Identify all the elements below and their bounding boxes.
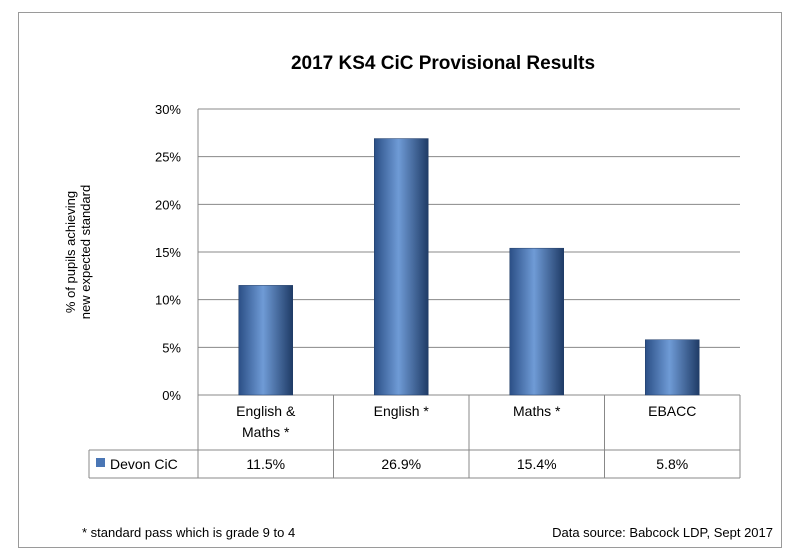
data-label: 11.5% xyxy=(246,456,285,472)
category-label: Maths * xyxy=(513,403,561,419)
y-tick-label: 30% xyxy=(155,102,181,117)
category-label: English & xyxy=(236,403,296,419)
y-tick-label: 15% xyxy=(155,245,181,260)
legend-label: Devon CiC xyxy=(110,456,178,472)
chart-frame xyxy=(18,12,782,548)
y-tick-label: 0% xyxy=(162,388,181,403)
category-label: EBACC xyxy=(648,403,696,419)
y-axis-label-line: new expected standard xyxy=(78,185,93,319)
chart-title: 2017 KS4 CiC Provisional Results xyxy=(291,53,595,74)
category-label: English * xyxy=(374,403,430,419)
bar xyxy=(374,138,429,396)
y-tick-label: 10% xyxy=(155,293,181,308)
category-label: Maths * xyxy=(242,424,290,440)
legend-swatch xyxy=(96,458,105,467)
bar xyxy=(645,339,700,396)
data-label: 15.4% xyxy=(517,456,557,472)
data-label: 5.8% xyxy=(656,456,688,472)
footnote: * standard pass which is grade 9 to 4 xyxy=(82,525,295,540)
bar xyxy=(509,247,564,396)
y-axis-label-line: % of pupils achieving xyxy=(63,191,78,313)
bar xyxy=(238,285,293,396)
data-source: Data source: Babcock LDP, Sept 2017 xyxy=(552,525,773,540)
data-label: 26.9% xyxy=(381,456,421,472)
y-tick-label: 20% xyxy=(155,197,181,212)
y-tick-label: 25% xyxy=(155,150,181,165)
y-axis-label: % of pupils achieving new expected standa… xyxy=(63,185,93,319)
y-tick-label: 5% xyxy=(162,340,181,355)
